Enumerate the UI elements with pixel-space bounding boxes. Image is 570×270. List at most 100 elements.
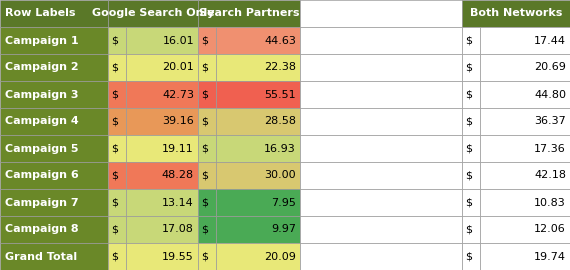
Text: 7.95: 7.95	[271, 197, 296, 208]
Bar	[480, 216, 570, 243]
Text: Campaign 7: Campaign 7	[5, 197, 79, 208]
Bar	[480, 243, 570, 270]
Bar	[300, 108, 462, 135]
Text: $: $	[201, 62, 208, 73]
Text: 44.63: 44.63	[264, 35, 296, 46]
Text: $: $	[111, 89, 118, 100]
Text: 42.73: 42.73	[162, 89, 194, 100]
Bar	[462, 81, 480, 108]
Bar	[462, 162, 480, 189]
Bar	[0, 27, 108, 54]
Text: Grand Total: Grand Total	[5, 251, 77, 262]
Bar	[198, 189, 216, 216]
Text: 17.36: 17.36	[534, 143, 566, 154]
Bar	[300, 243, 462, 270]
Bar	[216, 162, 300, 189]
Text: $: $	[111, 224, 118, 235]
Bar	[462, 54, 480, 81]
Text: Row Labels: Row Labels	[5, 8, 75, 19]
Bar	[462, 27, 480, 54]
Text: 48.28: 48.28	[162, 170, 194, 181]
Bar	[300, 189, 462, 216]
Bar	[126, 135, 198, 162]
Text: Campaign 6: Campaign 6	[5, 170, 79, 181]
Bar	[480, 189, 570, 216]
Bar	[480, 81, 570, 108]
Text: $: $	[111, 35, 118, 46]
Bar	[480, 54, 570, 81]
Bar	[198, 243, 216, 270]
Text: $: $	[201, 35, 208, 46]
Bar	[108, 27, 126, 54]
Text: Campaign 5: Campaign 5	[5, 143, 79, 154]
Bar	[198, 108, 216, 135]
Bar	[108, 189, 126, 216]
Text: 28.58: 28.58	[264, 116, 296, 127]
Bar	[462, 189, 480, 216]
Text: 39.16: 39.16	[162, 116, 194, 127]
Text: 55.51: 55.51	[264, 89, 296, 100]
Bar	[198, 0, 300, 27]
Bar	[300, 216, 462, 243]
Bar	[198, 81, 216, 108]
Bar	[126, 162, 198, 189]
Text: $: $	[465, 224, 472, 235]
Bar	[198, 27, 216, 54]
Bar	[480, 108, 570, 135]
Text: $: $	[465, 89, 472, 100]
Bar	[216, 54, 300, 81]
Text: $: $	[111, 251, 118, 262]
Bar	[300, 81, 462, 108]
Text: Search Partners: Search Partners	[199, 8, 299, 19]
Text: 36.37: 36.37	[534, 116, 566, 127]
Bar	[108, 162, 126, 189]
Text: 17.08: 17.08	[162, 224, 194, 235]
Text: 19.74: 19.74	[534, 251, 566, 262]
Bar	[300, 54, 462, 81]
Text: 19.11: 19.11	[162, 143, 194, 154]
Bar	[126, 108, 198, 135]
Text: $: $	[111, 62, 118, 73]
Bar	[216, 81, 300, 108]
Text: 42.18: 42.18	[534, 170, 566, 181]
Text: 16.93: 16.93	[264, 143, 296, 154]
Text: 44.80: 44.80	[534, 89, 566, 100]
Text: 10.83: 10.83	[534, 197, 566, 208]
Bar	[300, 135, 462, 162]
Bar	[216, 189, 300, 216]
Text: $: $	[201, 89, 208, 100]
Bar	[462, 135, 480, 162]
Text: 20.09: 20.09	[264, 251, 296, 262]
Bar	[0, 216, 108, 243]
Bar	[108, 243, 126, 270]
Text: 9.97: 9.97	[271, 224, 296, 235]
Text: Campaign 2: Campaign 2	[5, 62, 79, 73]
Bar	[462, 0, 570, 27]
Text: $: $	[465, 143, 472, 154]
Text: $: $	[465, 35, 472, 46]
Bar	[300, 162, 462, 189]
Text: $: $	[111, 116, 118, 127]
Bar	[108, 81, 126, 108]
Text: 16.01: 16.01	[162, 35, 194, 46]
Text: $: $	[201, 197, 208, 208]
Text: $: $	[465, 197, 472, 208]
Text: $: $	[111, 143, 118, 154]
Bar	[108, 0, 198, 27]
Bar	[216, 243, 300, 270]
Bar	[462, 108, 480, 135]
Text: $: $	[465, 251, 472, 262]
Bar	[216, 108, 300, 135]
Bar	[462, 216, 480, 243]
Text: 13.14: 13.14	[162, 197, 194, 208]
Bar	[108, 216, 126, 243]
Bar	[0, 0, 108, 27]
Bar	[108, 108, 126, 135]
Bar	[126, 243, 198, 270]
Text: 20.69: 20.69	[534, 62, 566, 73]
Bar	[108, 54, 126, 81]
Bar	[198, 216, 216, 243]
Bar	[480, 27, 570, 54]
Bar	[126, 27, 198, 54]
Bar	[108, 135, 126, 162]
